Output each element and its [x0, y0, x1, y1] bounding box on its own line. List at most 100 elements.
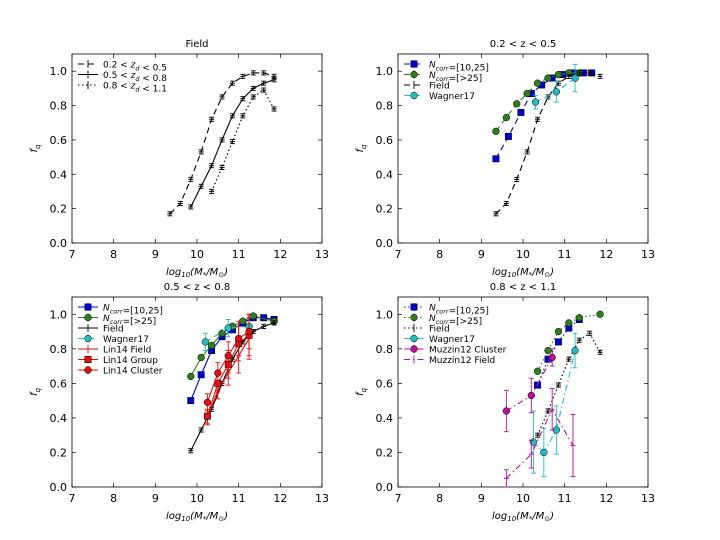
- series-muzzin12-cluster: [502, 348, 556, 433]
- y-tick-label: 0.8: [376, 100, 394, 113]
- y-tick-label: 1.0: [50, 65, 68, 78]
- x-axis-label: log10(M*/M⊙): [166, 267, 228, 279]
- data-point: [533, 367, 542, 375]
- x-tick-label: 7: [395, 492, 402, 505]
- y-tick-label: 0.4: [376, 412, 394, 425]
- y-tick-label: 0.2: [50, 446, 68, 459]
- series-n-corr-25-: [533, 310, 604, 375]
- data-point: [502, 407, 510, 415]
- y-tick-label: 1.0: [50, 308, 68, 321]
- data-point: [554, 327, 563, 336]
- legend-marker: [84, 303, 92, 311]
- data-point: [523, 89, 531, 98]
- legend: Ncorr=[10,25]Ncorr=[>25]FieldWagner17Muz…: [404, 303, 507, 366]
- legend-marker: [410, 303, 418, 311]
- data-point: [517, 108, 525, 116]
- legend-label: 0.8 < zd < 1.1: [103, 82, 167, 95]
- x-tick-label: 13: [641, 248, 655, 261]
- legend-marker: [410, 313, 418, 322]
- y-tick-label: 0.4: [376, 168, 394, 181]
- data-point: [203, 412, 211, 420]
- y-tick-label: 0.0: [376, 237, 394, 250]
- legend-label: Lin14 Cluster: [103, 367, 163, 377]
- data-point: [187, 372, 195, 381]
- chart-panel-4: 0.8 < z < 1.1 7 8 9 10 11 12 13 0.0 0.2 0.4 0.6 0.8 1…: [355, 282, 655, 523]
- y-tick-label: 1.0: [376, 308, 394, 321]
- x-tick-label: 11: [232, 248, 246, 261]
- legend-marker: [410, 91, 418, 100]
- data-point: [492, 155, 500, 163]
- series-field: [535, 330, 603, 438]
- legend-label: Muzzin12 Field: [429, 356, 495, 366]
- data-point: [513, 100, 521, 108]
- x-tick-label: 12: [599, 492, 613, 505]
- y-tick-label: 0.8: [50, 100, 68, 113]
- legend-marker: [410, 334, 418, 343]
- series-line: [205, 325, 250, 343]
- x-tick-label: 10: [516, 248, 530, 261]
- data-point: [492, 127, 500, 135]
- series-line: [505, 408, 574, 479]
- y-axis-label: fq: [29, 144, 42, 153]
- data-point: [504, 133, 512, 140]
- chart-title: 0.5 < z < 0.8: [164, 282, 231, 293]
- data-point: [552, 88, 560, 96]
- y-tick-label: 0.2: [50, 203, 68, 216]
- x-tick-label: 7: [69, 248, 76, 261]
- data-point: [565, 319, 573, 327]
- data-point: [527, 391, 535, 400]
- x-tick-label: 13: [315, 492, 329, 505]
- chart-panel-3: 0.5 < z < 0.8 7 8 9 10 11 12 13 0.0 0.2 0.4 0.6 0.8 1…: [29, 282, 329, 523]
- x-tick-label: 8: [436, 492, 443, 505]
- legend-marker: [84, 356, 92, 363]
- y-tick-label: 0.8: [50, 343, 68, 356]
- series-muzzin12-field: [503, 388, 576, 488]
- x-tick-label: 11: [232, 492, 246, 505]
- y-tick-label: 0.6: [376, 134, 394, 147]
- x-tick-label: 10: [190, 492, 204, 505]
- y-tick-label: 0.2: [376, 446, 394, 459]
- legend-label: Ncorr=[>25]: [429, 71, 482, 84]
- x-tick-label: 8: [436, 248, 443, 261]
- y-tick-label: 0.6: [50, 377, 68, 390]
- x-tick-label: 11: [558, 248, 572, 261]
- series-line: [495, 72, 601, 215]
- x-tick-label: 9: [152, 248, 159, 261]
- data-point: [544, 346, 552, 355]
- chart-panel-2: 0.2 < z < 0.5 7 8 9 10 11 12 13 0.0 0.2 0.4 0.6 0.8 1…: [355, 39, 655, 279]
- legend-label: Lin14 Group: [103, 356, 158, 366]
- legend-label: Field: [429, 325, 450, 335]
- x-axis-label: log10(M*/M⊙): [166, 511, 228, 523]
- legend: 0.2 < zd < 0.50.5 < zd < 0.80.8 < zd < 1…: [78, 60, 167, 95]
- legend-label: Wagner17: [429, 335, 475, 345]
- x-tick-label: 7: [69, 492, 76, 505]
- x-axis-label: log10(M*/M⊙): [492, 267, 554, 279]
- legend-label: Wagner17: [429, 92, 475, 102]
- data-point: [197, 353, 205, 362]
- y-tick-label: 0.0: [50, 237, 68, 250]
- legend-marker: [410, 60, 418, 68]
- series-0-5-z-d-0-8: [188, 77, 277, 210]
- data-point: [224, 352, 232, 360]
- y-tick-label: 0.4: [50, 412, 68, 425]
- series-0-2-z-d-0-5: [167, 70, 277, 217]
- data-point: [596, 310, 604, 318]
- chart-title: 0.8 < z < 1.1: [490, 282, 557, 293]
- legend-label: Muzzin12 Cluster: [429, 346, 507, 356]
- data-point: [187, 397, 195, 405]
- data-point: [207, 341, 216, 350]
- data-point: [544, 74, 552, 82]
- x-tick-label: 13: [641, 492, 655, 505]
- series-line: [533, 350, 576, 454]
- x-tick-label: 12: [273, 492, 287, 505]
- y-axis-label: fq: [29, 388, 42, 397]
- legend-marker: [84, 334, 92, 343]
- data-point: [197, 371, 205, 379]
- x-tick-label: 9: [152, 492, 159, 505]
- data-point: [548, 353, 556, 362]
- data-point: [235, 334, 243, 343]
- x-tick-label: 12: [273, 248, 287, 261]
- data-point: [214, 369, 222, 377]
- legend-label: Lin14 Field: [103, 346, 151, 356]
